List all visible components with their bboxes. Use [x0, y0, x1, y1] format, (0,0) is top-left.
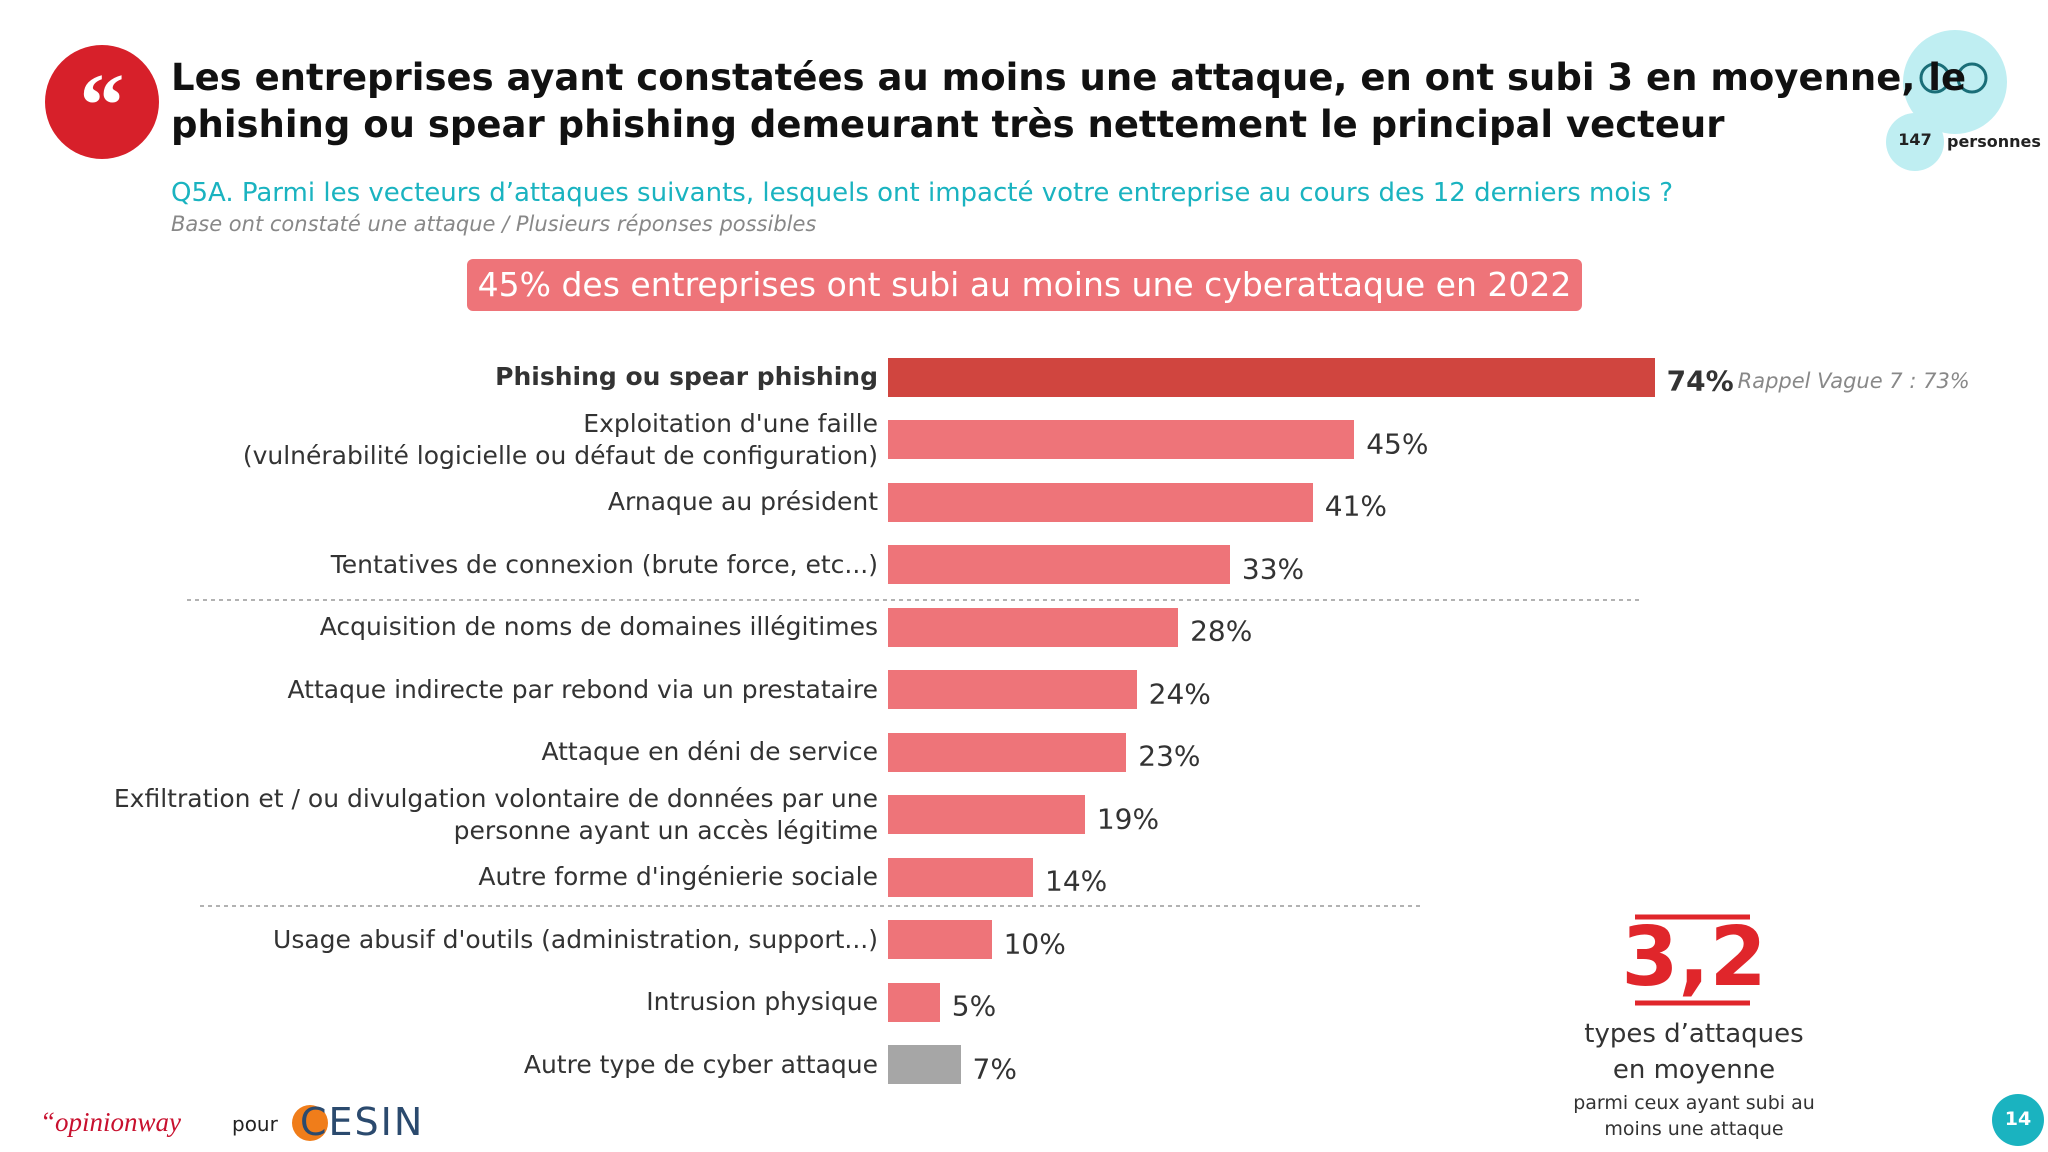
bar: [888, 920, 992, 959]
category-label: Exfiltration et / ou divulgation volonta…: [113, 783, 878, 845]
category-label: Intrusion physique: [646, 987, 878, 1016]
pour: pour: [232, 1112, 278, 1136]
bar: [888, 982, 940, 1022]
value-label: 33%: [1241, 552, 1305, 585]
bar: [888, 1045, 961, 1084]
count-badge: [1886, 113, 1944, 171]
page-badge: [1992, 1094, 2044, 1146]
kpi-label: types d’attaques en moyenne: [1584, 1019, 1804, 1085]
bar: [888, 795, 1085, 834]
category-label: Autre type de cyber attaque: [523, 1049, 878, 1079]
category-label: Attaque indirecte par rebond via un pres…: [287, 674, 878, 704]
value-label: 24%: [1148, 677, 1211, 710]
category-label: Acquisition de noms de domaines illégiti…: [319, 612, 878, 641]
value-label: 5%: [951, 989, 997, 1023]
subtitle: Q5A. Parmi les vecteurs d’attaques suiva…: [171, 178, 1674, 208]
client: CESIN: [300, 1100, 425, 1144]
category-label: Exploitation d'une faille (vulnérabilité…: [242, 408, 878, 470]
sample-count: 147: [1898, 130, 1932, 149]
client-logo: [292, 1105, 328, 1141]
value-label: 14%: [1045, 864, 1108, 898]
value-label: 45%: [1366, 427, 1429, 460]
brand: “opinionway: [40, 1107, 182, 1137]
banner: 45% des entreprises ont subi au moins un…: [467, 259, 1582, 311]
category-label: Autre forme d'ingénierie sociale: [478, 862, 878, 891]
kpi-value: 3,2: [1621, 910, 1767, 1005]
value-label: 28%: [1190, 614, 1253, 648]
value-label: 10%: [1003, 927, 1066, 960]
value-label: 41%: [1324, 489, 1387, 523]
quote-mark: “: [80, 56, 125, 155]
bar: [888, 607, 1179, 647]
category-label: Arnaque au président: [607, 487, 878, 516]
bar: [888, 420, 1355, 459]
person: [1919, 62, 1951, 94]
value-label: 23%: [1138, 739, 1201, 773]
title: Les entreprises ayant constatées au moin…: [171, 56, 1967, 146]
bar: [888, 857, 1034, 897]
person: [1956, 62, 1988, 94]
value-label: 7%: [972, 1052, 1017, 1085]
bar: [888, 732, 1127, 772]
value-label: 19%: [1096, 802, 1160, 835]
category-label: Tentatives de connexion (brute force, et…: [330, 549, 878, 579]
quote-icon: [45, 45, 159, 159]
people-icon: [1903, 30, 2007, 134]
page-number: 14: [2004, 1108, 2032, 1130]
category-label: Attaque en déni de service: [541, 737, 878, 766]
annotation: Rappel Vague 7 : 73%: [1737, 369, 1970, 393]
note: Base ont constaté une attaque / Plusieur…: [171, 212, 817, 236]
bar: [888, 545, 1230, 584]
category-label: Usage abusif d'outils (administration, s…: [273, 924, 878, 954]
bar: [888, 482, 1313, 522]
category-label: Phishing ou spear phishing: [495, 362, 878, 391]
sample-label: personnes: [1947, 132, 2041, 151]
kpi-sublabel: parmi ceux ayant subi au moins une attaq…: [1573, 1092, 1815, 1140]
bar: [888, 670, 1137, 709]
bar: [888, 357, 1655, 397]
value-label: 74%: [1666, 364, 1734, 398]
